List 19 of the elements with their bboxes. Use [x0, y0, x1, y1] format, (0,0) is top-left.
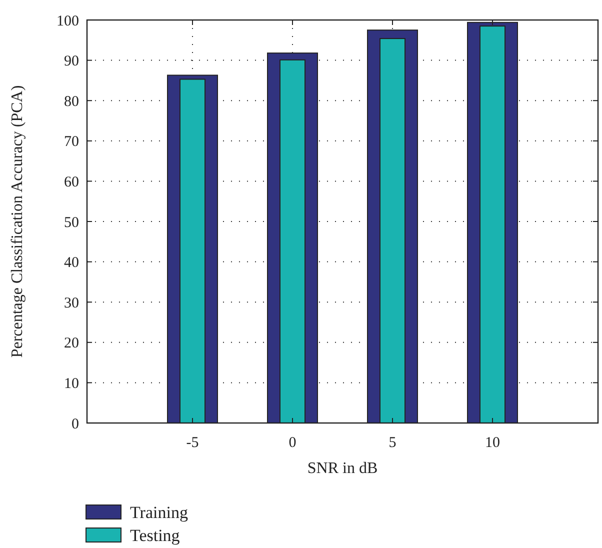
y-tick-label: 10: [64, 376, 79, 392]
legend-label: Training: [130, 502, 188, 522]
legend-label: Testing: [130, 526, 180, 545]
y-tick-label: 60: [64, 174, 79, 190]
x-tick-label: 5: [388, 435, 396, 451]
y-tick-label: 0: [72, 416, 79, 432]
y-tick-label: 70: [64, 134, 79, 150]
y-axis-title: Percentage Classification Accuracy (PCA): [9, 85, 26, 358]
x-axis-title: SNR in dB: [307, 460, 378, 477]
y-tick-label: 40: [64, 255, 79, 272]
y-tick-label: 50: [64, 214, 79, 231]
x-tick-label: -5: [186, 435, 199, 451]
y-tick-label: 80: [64, 94, 79, 110]
y-tick-label: 30: [64, 295, 79, 312]
x-tick-label: 0: [288, 435, 296, 451]
y-tick-label: 20: [64, 336, 79, 352]
y-tick-label: 100: [56, 13, 79, 30]
x-tick-label: 10: [485, 435, 500, 451]
y-tick-label: 90: [64, 54, 79, 70]
